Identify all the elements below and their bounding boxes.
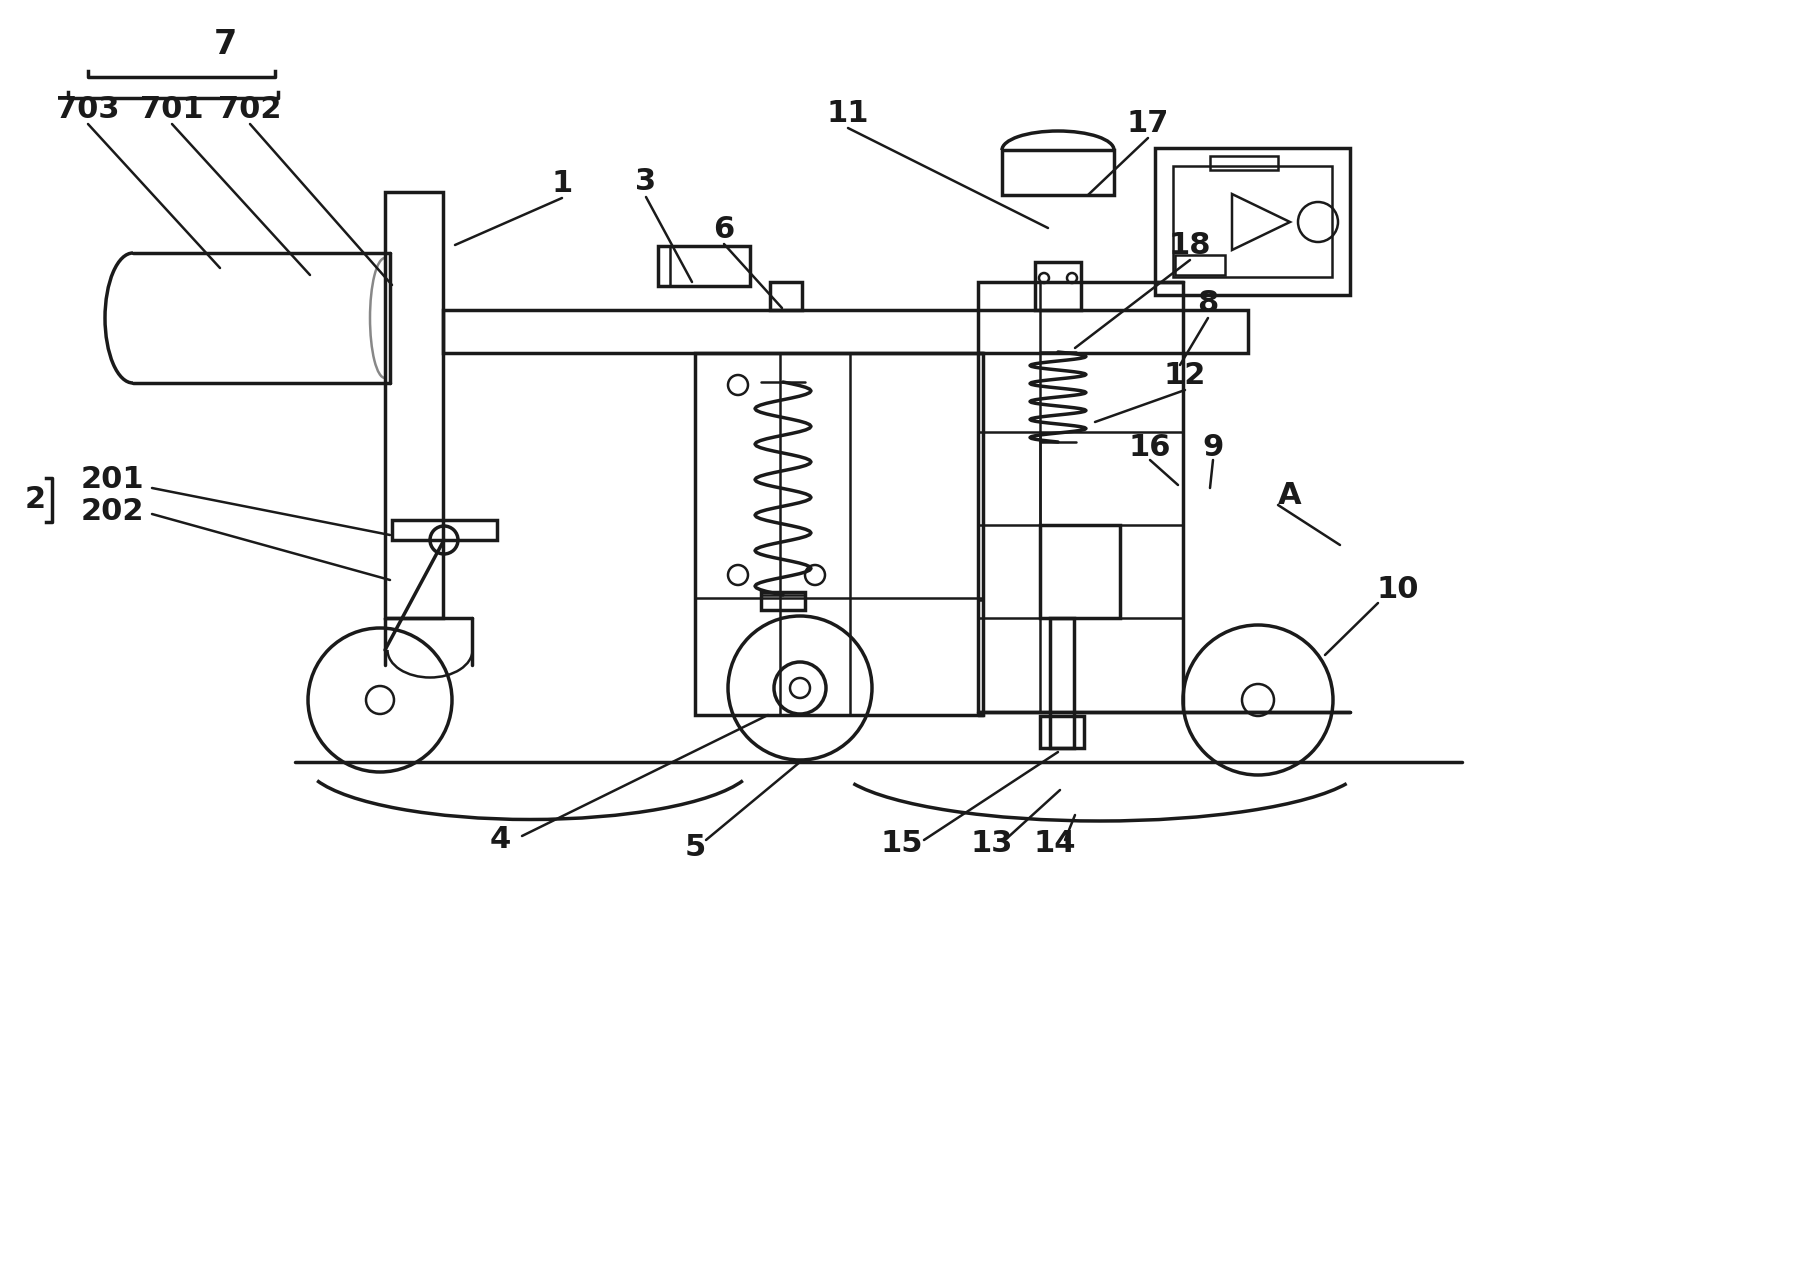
Text: 11: 11 <box>828 99 869 128</box>
Bar <box>1175 254 1224 275</box>
Bar <box>444 310 1248 353</box>
Text: 1: 1 <box>551 168 573 197</box>
Text: 15: 15 <box>880 828 924 857</box>
Text: 13: 13 <box>971 828 1013 857</box>
Bar <box>386 192 444 618</box>
Text: 9: 9 <box>1202 433 1224 462</box>
Bar <box>1002 149 1113 195</box>
Text: 2: 2 <box>24 485 45 514</box>
Bar <box>1210 156 1279 170</box>
Bar <box>393 520 497 541</box>
Text: 18: 18 <box>1170 232 1211 261</box>
Text: 702: 702 <box>218 95 282 124</box>
Bar <box>658 246 749 286</box>
Text: 14: 14 <box>1033 828 1077 857</box>
Bar <box>1050 618 1073 748</box>
Text: 8: 8 <box>1197 289 1219 318</box>
Bar <box>1040 525 1121 618</box>
Text: 3: 3 <box>635 167 657 196</box>
Bar <box>1035 262 1080 310</box>
Text: 5: 5 <box>684 833 706 862</box>
Bar <box>1040 717 1084 748</box>
Text: A: A <box>1279 481 1302 510</box>
Text: 17: 17 <box>1126 109 1170 138</box>
Bar <box>695 353 982 715</box>
Bar <box>1155 148 1350 295</box>
Bar <box>760 592 806 610</box>
Text: 202: 202 <box>80 498 144 527</box>
Text: 16: 16 <box>1130 433 1171 462</box>
Text: 201: 201 <box>80 466 144 495</box>
Bar <box>1173 166 1332 277</box>
Text: 4: 4 <box>489 825 511 855</box>
Bar <box>979 282 1182 711</box>
Text: 6: 6 <box>713 215 735 244</box>
Text: 701: 701 <box>140 95 204 124</box>
Text: 12: 12 <box>1164 362 1206 390</box>
Text: 10: 10 <box>1377 576 1419 604</box>
Text: 7: 7 <box>213 29 236 62</box>
Text: 703: 703 <box>56 95 120 124</box>
Bar <box>769 282 802 310</box>
